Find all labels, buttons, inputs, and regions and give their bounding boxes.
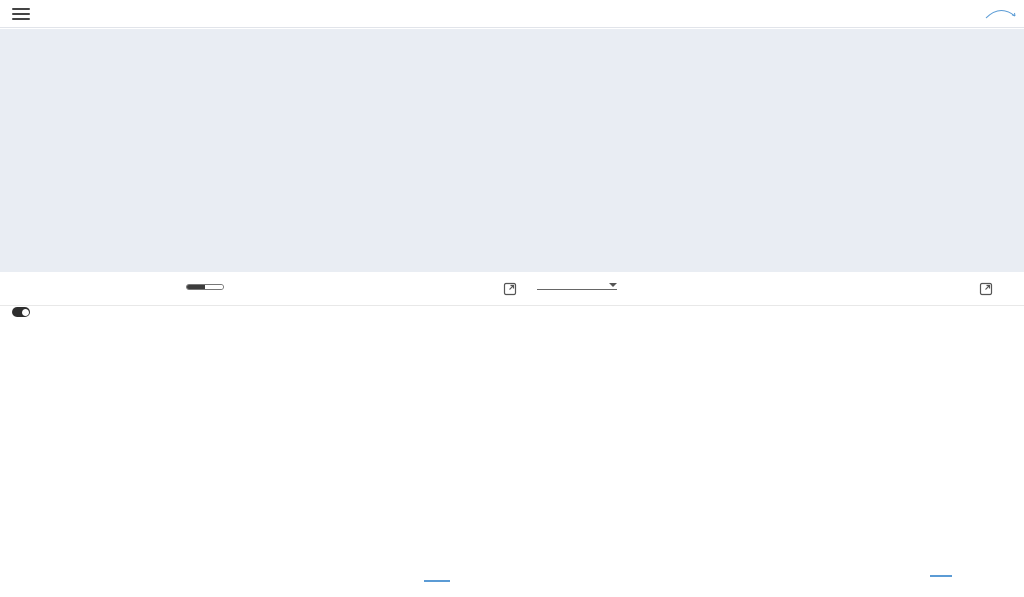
alternatives-row	[0, 29, 1024, 272]
expand-icon[interactable]	[503, 282, 517, 296]
box-whisker-chart[interactable]	[508, 300, 1024, 590]
all-series-toggle-switch[interactable]	[12, 307, 30, 317]
toggle-yoy[interactable]	[205, 285, 223, 289]
chart-type-select[interactable]	[537, 283, 617, 290]
app-header	[0, 0, 1024, 28]
chevron-down-icon	[609, 283, 617, 287]
charts-section	[0, 272, 1024, 597]
divider	[0, 305, 1024, 306]
toggle-continuous[interactable]	[187, 285, 205, 289]
menu-icon[interactable]	[12, 7, 30, 20]
index-values-line-chart[interactable]	[0, 300, 525, 592]
expand-icon[interactable]	[979, 282, 993, 296]
active-tool-indicator	[424, 580, 450, 582]
logo-arc	[985, 9, 1016, 18]
active-tool-indicator	[930, 575, 952, 577]
continuous-yoy-toggle	[186, 284, 224, 290]
